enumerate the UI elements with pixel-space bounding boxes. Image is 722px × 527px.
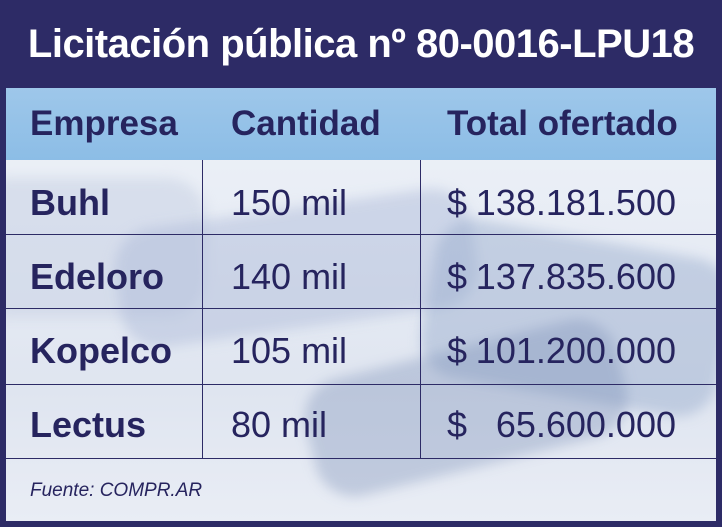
row-divider — [6, 234, 716, 235]
column-header-empresa: Empresa — [30, 104, 178, 143]
row-divider — [6, 458, 716, 459]
table-cell-total: 65.600.000 — [495, 404, 676, 445]
table-cell-empresa: Kopelco — [30, 330, 173, 371]
table-cell-total: 138.181.500 — [475, 182, 676, 223]
table-title: Licitación pública nº 80-0016-LPU18 — [27, 21, 695, 66]
table-cell-total: 101.200.000 — [475, 330, 676, 371]
table-cell-cantidad: 80 mil — [231, 404, 328, 445]
table-cell-empresa: Edeloro — [30, 256, 165, 297]
column-divider — [202, 160, 203, 458]
table-cell-cantidad: 150 mil — [231, 182, 348, 223]
row-divider — [6, 384, 716, 385]
column-header-cantidad: Cantidad — [231, 104, 381, 143]
table-cell-cantidad: 140 mil — [231, 256, 348, 297]
table-header-row — [6, 88, 716, 160]
table-cell-empresa: Lectus — [30, 404, 147, 445]
table-cell-total: 137.835.600 — [475, 256, 676, 297]
table-cell-currency: $ — [447, 256, 468, 297]
table-cell-cantidad: 105 mil — [231, 330, 348, 371]
table-cell-empresa: Buhl — [30, 182, 110, 223]
row-divider — [6, 308, 716, 309]
table-panel: Empresa Cantidad Total ofertado Buhl 150… — [6, 88, 716, 521]
table-cell-currency: $ — [447, 182, 468, 223]
source-note: Fuente: COMPR.AR — [30, 480, 203, 501]
table-cell-currency: $ — [447, 404, 468, 445]
table-cell-currency: $ — [447, 330, 468, 371]
background-image-blur — [6, 178, 206, 318]
column-divider — [420, 160, 421, 458]
column-header-total: Total ofertado — [447, 104, 678, 143]
